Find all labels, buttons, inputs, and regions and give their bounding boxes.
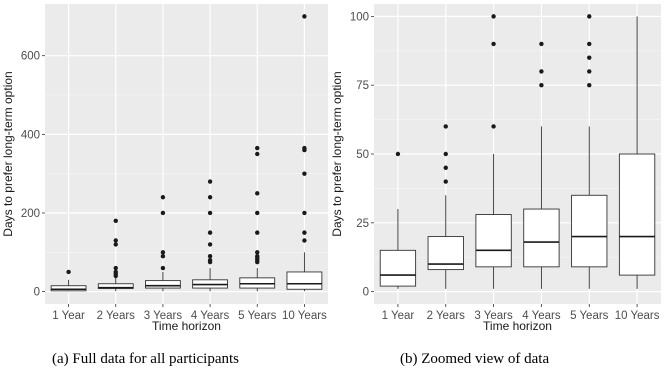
y-tick-label: 400 [21,129,40,141]
x-tick-label: 3 Years [474,310,513,322]
outlier-point [587,69,592,74]
box-iqr [618,153,656,276]
outlier-point [587,82,592,88]
outlier-point [443,124,448,129]
box-iqr [571,194,608,268]
caption-b: (b) Zoomed view of data [400,351,549,367]
x-axis-title: Time horizon [483,319,552,333]
outlier-point [66,269,71,275]
outlier-point [207,254,213,259]
x-tick-label: 1 Year [382,310,415,322]
outlier-point [587,14,592,19]
x-tick-label: 5 Years [570,310,609,322]
outlier-point [302,171,307,176]
outlier-point [160,265,166,271]
x-tick-label: 10 Years [282,310,327,322]
x-axis-title: Time horizon [152,319,221,333]
box-3 [475,14,512,289]
y-tick-label: 75 [356,80,369,92]
box-iqr [523,208,560,268]
box-1 [50,269,87,292]
x-tick-label: 10 Years [615,310,660,322]
box-2 [427,124,464,289]
box-5 [571,14,608,289]
outlier-point [255,191,260,196]
outlier-point [255,254,260,259]
outlier-point [302,14,307,19]
y-tick-label: 0 [363,287,369,299]
outlier-point [587,41,592,47]
y-tick-label: 0 [34,287,40,299]
outlier-point [113,265,118,271]
outlier-point [255,250,260,255]
outlier-point [491,41,496,47]
outlier-point [443,151,448,157]
y-tick-label: 25 [356,218,369,230]
outlier-point [160,210,166,216]
outlier-point [302,210,307,216]
box-6 [618,16,656,289]
outlier-point [302,230,307,235]
chart-zoomed-view: 0 25 50 75 100 1 Year 2 Years 3 Years 4 Years 5 Y… [330,4,661,333]
x-tick-label: 5 Years [238,310,277,322]
box-5 [239,145,276,292]
outlier-point [302,145,307,151]
outlier-point [113,242,118,247]
y-tick-label: 200 [21,208,40,220]
y-tick-label: 600 [21,51,40,63]
box-iqr [379,249,417,287]
box-2 [97,218,134,292]
outlier-point [207,230,213,235]
outlier-point [255,145,260,151]
outlier-point [113,269,118,275]
box-4 [523,41,560,289]
x-tick-label: 4 Years [522,310,561,322]
outlier-point [207,195,213,200]
box-4 [192,179,228,292]
box-iqr [286,271,323,290]
outlier-point [587,55,592,60]
outlier-point [255,230,260,235]
outlier-point [255,151,260,157]
outlier-point [395,151,401,157]
outlier-point [443,165,448,170]
outlier-point [302,238,307,243]
outlier-point [255,210,260,216]
outlier-point [207,242,213,247]
outlier-point [443,179,448,184]
plot-panel [45,4,328,304]
outlier-point [113,238,118,243]
outlier-point [160,250,166,255]
outlier-point [160,195,166,200]
x-tick-label: 4 Years [191,310,230,322]
outlier-point [160,254,166,259]
caption-a: (a) Full data for all participants [52,351,239,367]
outlier-point [207,257,213,263]
x-tick-label: 3 Years [144,310,183,322]
outlier-point [539,69,544,74]
box-iqr [145,280,181,289]
box-1 [379,151,417,289]
x-tick-label: 2 Years [427,310,466,322]
chart-full-data: 0 200 400 600 1 Year 2 Years 3 Years 4 Years 5 Y… [1,4,328,333]
y-axis-title: Days to prefer long-term option [330,71,344,236]
box-3 [145,195,181,292]
outlier-point [207,179,213,184]
outlier-point [491,124,496,129]
box-iqr [50,285,87,292]
outlier-point [539,82,544,88]
outlier-point [491,14,496,19]
y-tick-label: 100 [350,11,369,23]
outlier-point [539,41,544,47]
outlier-point [113,218,118,224]
box-iqr [475,214,512,268]
y-tick-label: 50 [356,149,369,161]
x-tick-label: 2 Years [97,310,136,322]
outlier-point [207,210,213,216]
box-6 [286,14,323,292]
y-axis-title: Days to prefer long-term option [1,71,15,236]
x-tick-label: 1 Year [52,310,85,322]
